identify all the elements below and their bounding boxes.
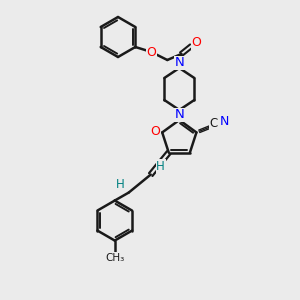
Text: O: O (150, 125, 160, 138)
Text: C: C (209, 117, 217, 130)
Text: O: O (146, 46, 156, 59)
Text: CH₃: CH₃ (105, 253, 124, 262)
Text: N: N (220, 115, 229, 128)
Text: N: N (174, 56, 184, 70)
Text: H: H (116, 178, 125, 191)
Text: N: N (174, 109, 184, 122)
Text: H: H (156, 160, 165, 173)
Text: O: O (191, 37, 201, 50)
